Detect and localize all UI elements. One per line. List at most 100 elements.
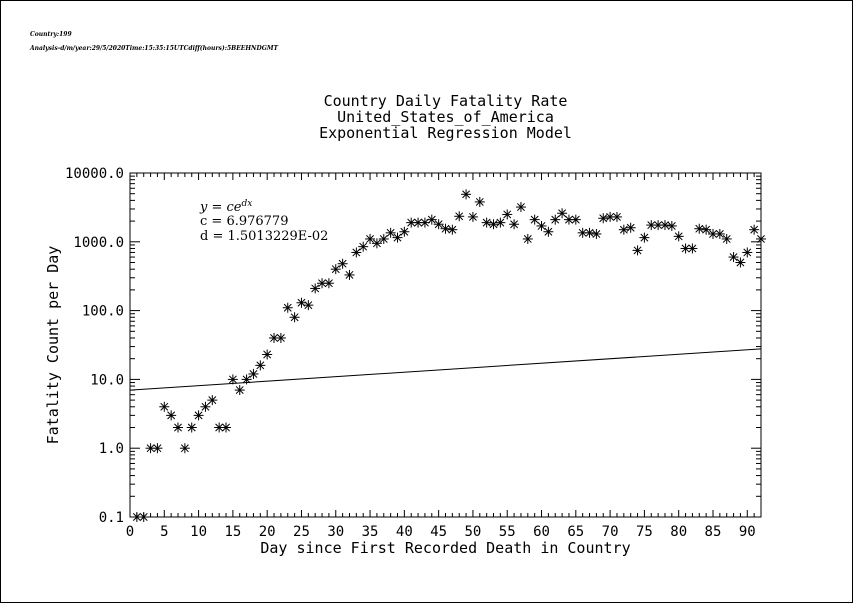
x-tick-label: 35 <box>362 524 379 540</box>
data-point <box>584 227 595 238</box>
data-point <box>385 227 396 238</box>
data-point <box>728 252 739 263</box>
data-point <box>509 219 520 230</box>
chart-title: Country Daily Fatality Rate <box>323 92 568 110</box>
data-point <box>529 214 540 225</box>
data-point <box>248 368 259 379</box>
equation-c-value: c = 6.976779 <box>200 214 288 229</box>
data-point <box>282 302 293 313</box>
analysis-timestamp-label: Analysis-d/m/year:29/5/2020Time:15:35:15… <box>30 45 278 52</box>
data-point <box>721 233 732 244</box>
data-point <box>358 241 369 252</box>
data-point <box>557 208 568 219</box>
data-point <box>461 189 472 200</box>
x-tick-label: 85 <box>705 524 722 540</box>
x-tick-label: 5 <box>160 524 168 540</box>
data-point <box>735 257 746 268</box>
data-point <box>179 443 190 454</box>
x-tick-label: 50 <box>465 524 482 540</box>
data-point <box>591 228 602 239</box>
data-point <box>639 232 650 243</box>
y-tick-label: 0.1 <box>99 510 124 526</box>
data-point <box>399 226 410 237</box>
x-tick-label: 40 <box>396 524 413 540</box>
data-point <box>221 422 232 433</box>
data-point <box>193 410 204 421</box>
data-point <box>426 214 437 225</box>
data-point <box>550 214 561 225</box>
y-tick-label: 100.0 <box>82 304 124 320</box>
data-point <box>166 410 177 421</box>
y-tick-label: 10000.0 <box>65 166 124 182</box>
data-point <box>227 374 238 385</box>
data-point <box>186 422 197 433</box>
data-point <box>241 374 252 385</box>
x-tick-label: 45 <box>430 524 447 540</box>
x-axis-label: Day since First Recorded Death in Countr… <box>260 539 630 557</box>
data-point <box>659 220 670 231</box>
data-point <box>392 232 403 243</box>
y-tick-label: 10.0 <box>90 372 124 388</box>
x-tick-label: 60 <box>533 524 550 540</box>
x-tick-label: 75 <box>636 524 653 540</box>
data-point <box>598 213 609 224</box>
equation-d-value: d = 1.5013229E-02 <box>200 229 328 244</box>
data-point <box>365 233 376 244</box>
x-tick-label: 70 <box>602 524 619 540</box>
data-point <box>351 247 362 258</box>
data-point <box>413 217 424 228</box>
x-tick-label: 25 <box>293 524 310 540</box>
data-point <box>152 443 163 454</box>
data-point <box>378 233 389 244</box>
data-point <box>570 214 581 225</box>
data-point <box>694 223 705 234</box>
data-point <box>310 283 321 294</box>
data-point <box>502 209 513 220</box>
data-point <box>515 202 526 213</box>
data-point <box>680 243 691 254</box>
x-tick-label: 80 <box>670 524 687 540</box>
data-point <box>371 238 382 249</box>
data-point <box>749 224 760 235</box>
x-tick-label: 15 <box>224 524 241 540</box>
data-point <box>337 258 348 269</box>
data-point <box>296 297 307 308</box>
x-tick-label: 65 <box>567 524 584 540</box>
x-tick-label: 30 <box>327 524 344 540</box>
data-point <box>488 219 499 230</box>
regression-line <box>129 348 762 391</box>
data-point <box>200 401 211 412</box>
data-point <box>605 211 616 222</box>
data-point <box>440 223 451 234</box>
data-point <box>536 220 547 231</box>
data-point <box>666 220 677 231</box>
data-point <box>289 312 300 323</box>
data-point <box>474 196 485 207</box>
data-point <box>433 219 444 230</box>
chart-subtitle-country: United_States_of_America <box>337 108 554 126</box>
equation-model: y = cedx <box>199 199 252 215</box>
data-point <box>714 228 725 239</box>
x-tick-label: 90 <box>739 524 756 540</box>
data-point <box>344 269 355 280</box>
y-tick-label: 1000.0 <box>73 235 124 251</box>
data-point <box>495 217 506 228</box>
data-point <box>173 422 184 433</box>
data-point <box>262 349 273 360</box>
data-point <box>255 360 266 371</box>
data-point <box>701 224 712 235</box>
country-code-label: Country:199 <box>30 31 72 38</box>
data-point <box>234 385 245 396</box>
x-tick-label: 10 <box>190 524 207 540</box>
y-tick-label: 1.0 <box>99 441 124 457</box>
data-point <box>522 233 533 244</box>
chart-subtitle-model: Exponential Regression Model <box>319 124 572 142</box>
data-point <box>330 264 341 275</box>
data-point <box>323 278 334 289</box>
x-tick-label: 20 <box>259 524 276 540</box>
plot-area <box>129 172 762 518</box>
y-axis-label: Fatality Count per Day <box>44 246 62 445</box>
data-point <box>207 395 218 406</box>
data-point <box>618 224 629 235</box>
